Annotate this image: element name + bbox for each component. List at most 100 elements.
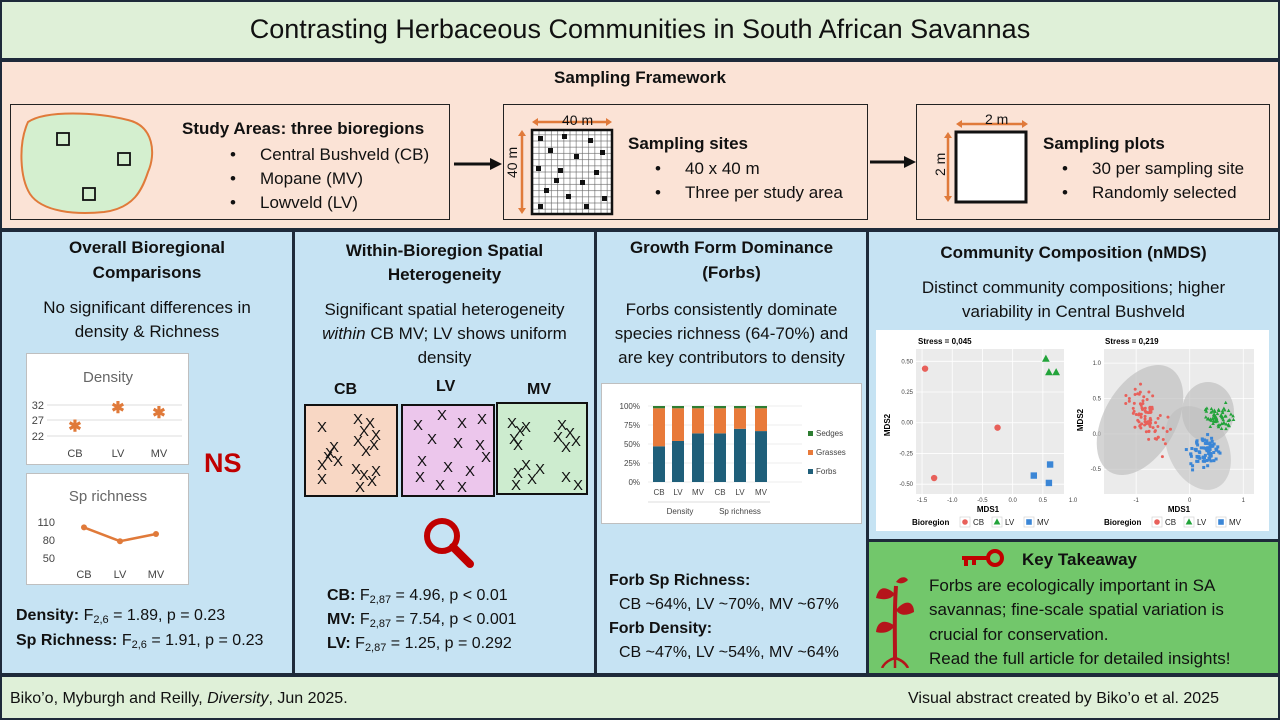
nmds2-stress: Stress = 0,219 [1105, 337, 1159, 346]
sampling-plots-title: Sampling plots [1043, 134, 1165, 153]
density-point: ✱ [152, 405, 165, 422]
nmds-point-cb [994, 424, 1001, 431]
growth-bar-segment [714, 408, 726, 434]
nmds-point-lv [1219, 426, 1224, 431]
sampling-plots-list: 30 per sampling site Randomly selected [1062, 157, 1244, 205]
nmds-point-mv [1196, 443, 1200, 447]
x-mark: X [513, 437, 523, 454]
x-mark: X [443, 459, 453, 476]
nmds2-xtick: 0 [1188, 498, 1192, 504]
x-mark: X [521, 457, 531, 474]
richness-ytick: 50 [43, 553, 55, 565]
growth-bar-segment [755, 431, 767, 482]
composition-title: Community Composition (nMDS) [940, 243, 1207, 262]
richness-xtick: LV [114, 569, 127, 581]
nmds-point-lv [1185, 518, 1193, 525]
growth-title-line1: Growth Form Dominance [629, 238, 834, 257]
nmds-point-lv [1213, 409, 1217, 414]
x-mark: X [353, 433, 363, 450]
growth-bar-segment [692, 406, 704, 409]
nmds1-legend-label: LV [1005, 518, 1015, 527]
nmds-point-cb [1150, 407, 1154, 411]
nmds-point-cb [921, 365, 929, 372]
density-mini-chart: Density 32 27 22 ✱ ✱ ✱ CB LV MV [26, 353, 189, 465]
nmds2-ytick: -0.5 [1091, 467, 1102, 473]
x-mark: X [317, 457, 327, 474]
nmds-point-cb [1158, 414, 1162, 418]
growth-xtick: LV [673, 488, 683, 497]
growth-desc-line3: are key contributors to density [618, 348, 845, 367]
richness-point [81, 524, 87, 531]
nmds-point-cb [1143, 406, 1147, 410]
richness-chart-title: Sp richness [69, 488, 147, 505]
nmds2-xlabel: MDS1 [1168, 505, 1191, 514]
density-point: ✱ [68, 419, 81, 436]
richness-ytick: 110 [37, 517, 55, 529]
nmds1-xtick: -1.5 [917, 498, 928, 504]
sampling-grid-icon [518, 118, 614, 216]
nmds-point-mv [1214, 457, 1218, 461]
nmds-point-mv [1209, 459, 1213, 463]
nmds-point-cb [1133, 425, 1137, 429]
nmds1-legend-label: MV [1037, 518, 1050, 527]
richness-point [153, 531, 159, 537]
nmds-point-lv [1220, 415, 1224, 419]
growth-bar-segment [734, 408, 746, 429]
nmds2-legend-label: MV [1229, 518, 1242, 527]
x-mark: X [323, 449, 333, 466]
x-mark: X [477, 411, 487, 428]
within-label-lv: LV [436, 378, 456, 395]
density-chart-title: Density [83, 369, 134, 386]
nmds-point-cb [1163, 442, 1167, 446]
nmds-point-cb [1133, 393, 1137, 397]
x-mark: X [365, 415, 375, 432]
density-xtick: MV [151, 448, 168, 460]
title-banner [0, 0, 1280, 60]
nmds-point-cb [1141, 407, 1145, 411]
x-mark: X [435, 477, 445, 494]
density-ytick: 27 [32, 415, 44, 427]
nmds-point-mv [1189, 462, 1193, 466]
nmds-point-mv [1026, 519, 1032, 525]
nmds2-xtick: -1 [1133, 498, 1139, 504]
nmds-point-cb [1138, 402, 1142, 406]
within-label-cb: CB [334, 381, 358, 398]
x-mark: X [355, 479, 365, 496]
x-mark: X [351, 461, 361, 478]
nmds-point-mv [1196, 455, 1200, 459]
nmds-point-cb [1132, 409, 1136, 413]
takeaway-line: Forbs are ecologically important in SA [929, 576, 1216, 595]
nmds-point-lv [1224, 414, 1228, 418]
nmds-point-mv [1195, 441, 1199, 445]
nmds-point-mv [1210, 444, 1214, 448]
growth-legend-swatch [808, 469, 813, 474]
takeaway-line: savannas; fine-scale spatial variation i… [929, 600, 1224, 619]
nmds-point-cb [1144, 410, 1148, 414]
growth-ytick: 50% [624, 440, 640, 449]
nmds1-xtick: 0.5 [1039, 498, 1048, 504]
nmds1-ylabel: MDS2 [883, 413, 892, 436]
nmds-point-mv [1205, 439, 1209, 443]
nmds-point-mv [1202, 465, 1206, 469]
nmds-point-mv [1210, 436, 1214, 440]
nmds-point-mv [1202, 438, 1206, 442]
nmds-point-mv [1208, 448, 1212, 452]
growth-bar-segment [755, 408, 767, 432]
nmds-point-mv [1194, 449, 1198, 453]
credit: Visual abstract created by Biko’o et al.… [908, 690, 1219, 707]
growth-ytick: 75% [624, 421, 640, 430]
sampling-sites-list: 40 x 40 m Three per study area [655, 157, 843, 205]
nmds-point-cb [1143, 414, 1147, 418]
x-mark: X [457, 415, 467, 432]
nmds-point-mv [1199, 446, 1203, 450]
growth-desc-line1: Forbs consistently dominate [625, 300, 838, 319]
page-title: Contrasting Herbaceous Communities in So… [249, 14, 1031, 44]
nmds-point-lv [1216, 424, 1221, 429]
x-mark: X [527, 471, 537, 488]
nmds-point-mv [1189, 452, 1193, 456]
x-mark: X [557, 417, 567, 434]
nmds-point-mv [1204, 447, 1208, 451]
nmds-point-lv [1210, 416, 1215, 420]
sampling-sites-title: Sampling sites [628, 134, 748, 153]
nmds-point-cb [1148, 419, 1152, 423]
